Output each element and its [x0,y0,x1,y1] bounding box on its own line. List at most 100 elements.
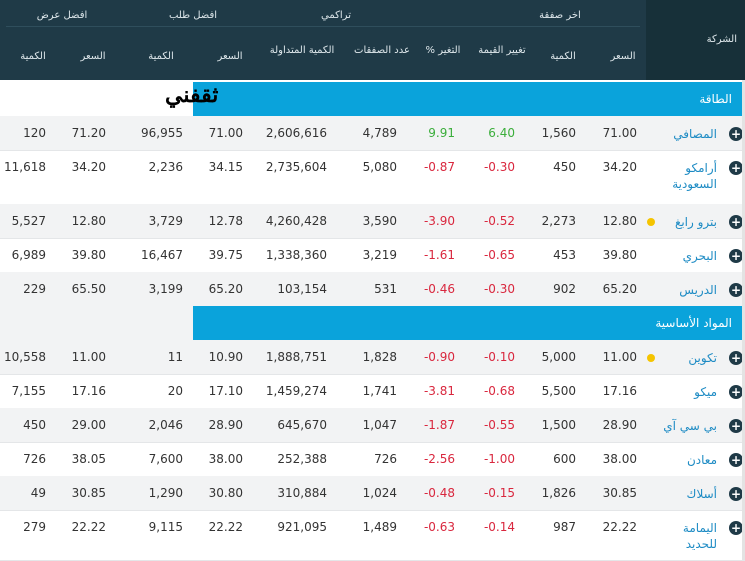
qty-cell: 1,500 [541,418,576,432]
bid-qty-col-header[interactable]: الكمية [148,51,174,62]
value-change-cell: -0.15 [483,486,515,500]
traded-qty-cell: 1,338,360 [265,248,327,262]
qty-cell: 453 [553,248,576,262]
expand-plus-icon[interactable]: + [729,453,743,467]
offer-qty-cell: 49 [30,486,46,500]
table-row[interactable]: 17.16 5,500 -0.68 -3.81 1,741 1,459,274 17.10 2… [0,374,745,409]
offer-qty-cell: 6,989 [11,248,46,262]
table-row[interactable]: 22.22 987 -0.14 -0.63 1,489 921,095 22.22 9,115… [0,510,745,561]
bid-price-cell: 10.90 [208,350,243,364]
pct-change-cell: -3.81 [423,384,455,398]
bid-qty-cell: 11 [167,350,183,364]
offer-qty-cell: 10,558 [4,350,46,364]
pct-change-cell: -1.61 [423,248,455,262]
expand-plus-icon[interactable]: + [729,283,743,297]
company-link[interactable]: معادن [686,453,717,467]
company-header-cell: الشركة [646,0,745,80]
offer-price-cell: 17.16 [71,384,106,398]
traded-qty-cell: 103,154 [277,282,327,296]
company-link[interactable]: بي سي آي [663,419,717,433]
bid-price-col-header[interactable]: السعر [217,51,243,62]
value-change-cell: -0.65 [483,248,515,262]
table-row[interactable]: 12.80 2,273 -0.52 -3.90 3,590 4,260,428 12.78 3… [0,204,745,239]
qty-col-header[interactable]: الكمية [550,51,576,62]
bid-price-cell: 12.78 [208,214,243,228]
bid-price-cell: 34.15 [208,160,243,174]
traded-qty-cell: 252,388 [277,452,327,466]
expand-plus-icon[interactable]: + [729,161,743,175]
vertical-scrollbar[interactable] [742,80,745,560]
pct-change-cell: -0.46 [423,282,455,296]
offer-price-cell: 29.00 [71,418,106,432]
bid-price-cell: 22.22 [208,520,243,534]
company-link[interactable]: أسلاك [686,487,717,501]
value-change-col-header[interactable]: تغيير القيمة [478,45,526,56]
company-link[interactable]: بترو رابغ [674,215,717,229]
sector-header[interactable]: المواد الأساسية [193,306,742,340]
bid-qty-cell: 7,600 [148,452,183,466]
price-col-header[interactable]: السعر [610,51,636,62]
bid-qty-cell: 96,955 [141,126,183,140]
bid-qty-cell: 3,199 [148,282,183,296]
bid-qty-cell: 9,115 [148,520,183,534]
expand-plus-icon[interactable]: + [729,385,743,399]
offer-price-col-header[interactable]: السعر [80,51,106,62]
expand-plus-icon[interactable]: + [729,521,743,535]
price-cell: 38.00 [602,452,637,466]
price-cell: 22.22 [602,520,637,534]
num-trades-col-header[interactable]: عدد الصفقات [354,45,410,56]
table-row[interactable]: 11.00 5,000 -0.10 -0.90 1,828 1,888,751 10.90 1… [0,340,745,375]
expand-plus-icon[interactable]: + [729,487,743,501]
pct-change-cell: -0.48 [423,486,455,500]
num-trades-cell: 726 [374,452,397,466]
offer-qty-cell: 5,527 [11,214,46,228]
bid-qty-cell: 2,046 [148,418,183,432]
company-link[interactable]: اليمامة للحديد [682,521,717,551]
company-link[interactable]: البحري [682,249,717,263]
table-row[interactable]: 34.20 450 -0.30 -0.87 5,080 2,735,604 34.15 2,2… [0,150,745,205]
sector-header[interactable]: الطاقة [193,82,742,116]
bid-price-cell: 71.00 [208,126,243,140]
table-row[interactable]: 38.00 600 -1.00 -2.56 726 252,388 38.00 7,600 38… [0,442,745,477]
sector-title: الطاقة [699,92,732,106]
expand-plus-icon[interactable]: + [729,249,743,263]
offer-qty-cell: 279 [23,520,46,534]
table-row[interactable]: 28.90 1,500 -0.55 -1.87 1,047 645,670 28.90 2,0… [0,408,745,443]
num-trades-cell: 1,047 [362,418,397,432]
company-link[interactable]: المصافي [673,127,717,141]
company-link[interactable]: ميكو [694,385,717,399]
expand-plus-icon[interactable]: + [729,419,743,433]
expand-plus-icon[interactable]: + [729,215,743,229]
last-trade-group-label: اخر صفقة [539,10,581,21]
table-row[interactable]: 65.20 902 -0.30 -0.46 531 103,154 65.20 3,199 65… [0,272,745,307]
num-trades-cell: 3,219 [362,248,397,262]
pct-change-cell: -0.87 [423,160,455,174]
best-bid-group-label: افضل طلب [168,10,218,21]
table-row[interactable]: 30.85 1,826 -0.15 -0.48 1,024 310,884 30.80 1,2… [0,476,745,511]
offer-price-cell: 71.20 [71,126,106,140]
offer-price-cell: 39.80 [71,248,106,262]
offer-qty-col-header[interactable]: الكمية [20,51,46,62]
offer-qty-cell: 450 [23,418,46,432]
num-trades-cell: 531 [374,282,397,296]
value-change-cell: -0.10 [483,350,515,364]
bid-qty-cell: 3,729 [148,214,183,228]
offer-qty-cell: 726 [23,452,46,466]
cumulative-group-label: تراكمي [321,10,351,21]
traded-qty-cell: 645,670 [277,418,327,432]
company-link[interactable]: أرامكو السعودية [672,161,717,191]
expand-plus-icon[interactable]: + [729,127,743,141]
expand-plus-icon[interactable]: + [729,351,743,365]
pct-change-cell: -2.56 [423,452,455,466]
traded-qty-cell: 4,260,428 [265,214,327,228]
value-change-cell: -0.55 [483,418,515,432]
traded-qty-cell: 1,459,274 [265,384,327,398]
company-link[interactable]: تكوين [688,351,717,365]
company-link[interactable]: الدريس [679,283,717,297]
pct-change-col-header[interactable]: % التغير [425,45,461,56]
table-header: الشركة اخر صفقة تراكمي افضل طلب افضل عرض… [0,0,745,80]
table-row[interactable]: 39.80 453 -0.65 -1.61 3,219 1,338,360 39.75 16,… [0,238,745,273]
table-row[interactable]: 71.00 1,560 6.40 9.91 4,789 2,606,616 71.00 96,… [0,116,745,151]
price-cell: 39.80 [602,248,637,262]
traded-qty-col-header[interactable]: الكمية المتداولة [269,45,335,56]
